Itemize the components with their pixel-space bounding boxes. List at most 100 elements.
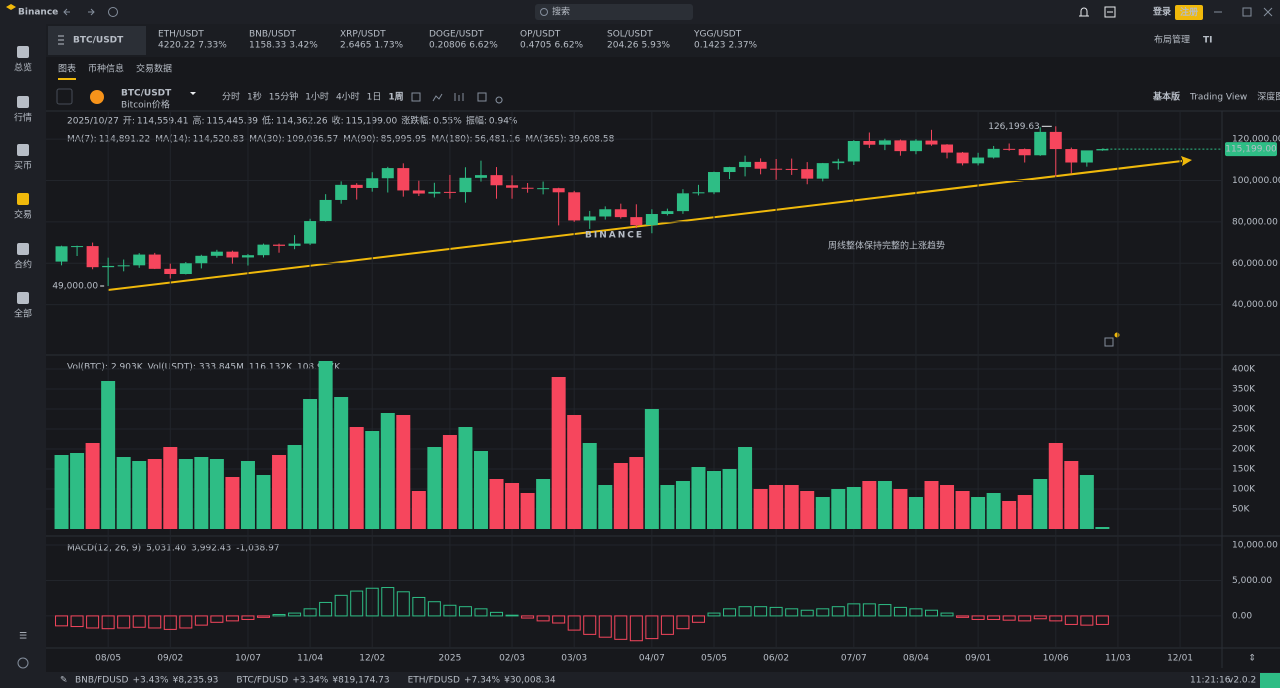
window-controls[interactable] bbox=[1214, 7, 1273, 17]
sidebar-icon[interactable] bbox=[17, 292, 29, 304]
tool-icon[interactable] bbox=[411, 92, 421, 102]
price-tick-label: 60,000.00 bbox=[1232, 259, 1278, 269]
candle-body bbox=[941, 144, 954, 153]
search-placeholder[interactable]: 搜索 bbox=[552, 6, 570, 18]
refresh-icon[interactable] bbox=[108, 7, 118, 17]
candle-body bbox=[288, 243, 301, 246]
macd-bar bbox=[365, 587, 379, 617]
ticker-pair[interactable]: OP/USDT bbox=[520, 30, 561, 40]
ticker-price: 204.26 bbox=[607, 41, 639, 51]
candle-body bbox=[521, 187, 534, 189]
x-tick-label: 09/02 bbox=[157, 654, 183, 664]
network-indicator bbox=[1260, 673, 1280, 688]
volume-bar bbox=[194, 457, 209, 529]
ticker-pair[interactable]: BNB/USDT bbox=[249, 30, 296, 40]
symbol[interactable]: BTC/USDT bbox=[121, 89, 172, 99]
macd-bar bbox=[940, 612, 954, 617]
bell-icon[interactable] bbox=[1079, 7, 1089, 17]
symbol-dropdown[interactable] bbox=[190, 92, 196, 95]
tab: 币种信息 bbox=[88, 63, 124, 75]
ticker-pair[interactable]: YGG/USDT bbox=[693, 30, 742, 40]
macd-bar bbox=[117, 615, 131, 629]
view-option[interactable]: Trading View bbox=[1189, 93, 1247, 103]
tool-icon[interactable] bbox=[454, 93, 464, 101]
layout-manager[interactable]: 布局管理 bbox=[1154, 34, 1190, 46]
sidebar-label[interactable]: 总览 bbox=[14, 62, 32, 74]
volume-bar bbox=[613, 463, 628, 529]
status-change: +7.34% bbox=[464, 676, 501, 686]
volume-bar bbox=[1095, 527, 1110, 529]
sidebar-icon[interactable] bbox=[17, 144, 29, 156]
sidebar-icon[interactable] bbox=[17, 46, 29, 58]
sidebar-icon[interactable] bbox=[17, 96, 29, 108]
info-label: 高: bbox=[192, 115, 204, 127]
ticker-price: 0.4705 bbox=[520, 41, 552, 51]
favorite-button[interactable] bbox=[56, 88, 73, 105]
volume-bar bbox=[908, 497, 923, 529]
axis-settings-icon[interactable]: ⇕ bbox=[1248, 654, 1256, 664]
info-value: 115,199.00 bbox=[346, 117, 398, 127]
volume-bar bbox=[924, 481, 939, 529]
candle-body bbox=[909, 140, 922, 152]
register-label[interactable]: 注册 bbox=[1180, 6, 1198, 18]
macd-bar bbox=[474, 608, 488, 617]
candle-body bbox=[956, 152, 969, 164]
candle-body bbox=[55, 246, 68, 262]
x-tick-label: 07/07 bbox=[841, 654, 867, 664]
message-icon[interactable] bbox=[1104, 6, 1116, 18]
tool-icon[interactable] bbox=[495, 96, 503, 104]
sidebar-icon[interactable] bbox=[17, 193, 29, 205]
macd-bar bbox=[319, 601, 333, 617]
volume-bar bbox=[753, 489, 768, 529]
tool-icon[interactable] bbox=[477, 92, 487, 102]
ti-button[interactable]: TI bbox=[1203, 36, 1213, 46]
candle-body bbox=[832, 161, 845, 164]
sidebar-label[interactable]: 全部 bbox=[14, 308, 32, 320]
sidebar-menu-icon[interactable]: ☰ bbox=[19, 632, 27, 642]
volume-bar bbox=[536, 479, 551, 529]
volume-bar bbox=[784, 485, 799, 529]
sidebar-label[interactable]: 交易 bbox=[14, 209, 32, 221]
sidebar-label[interactable]: 买币 bbox=[14, 161, 32, 172]
interval: 1周 bbox=[388, 92, 403, 103]
volume-bar bbox=[85, 443, 100, 529]
candle-body bbox=[148, 254, 161, 269]
sidebar-label[interactable]: 合约 bbox=[14, 259, 32, 271]
x-tick-label: 05/05 bbox=[701, 654, 727, 664]
tool-icon[interactable] bbox=[432, 93, 443, 102]
volume-bar bbox=[722, 469, 737, 529]
edit-icon[interactable]: ✎ bbox=[60, 676, 68, 686]
sidebar-label[interactable]: 行情 bbox=[14, 112, 32, 124]
view-option[interactable]: 深度图 bbox=[1257, 91, 1280, 103]
candle-body bbox=[723, 167, 736, 173]
login-button[interactable]: 登录 bbox=[1152, 6, 1171, 18]
candle-body bbox=[754, 161, 767, 169]
pair-tab[interactable]: BTC/USDT bbox=[73, 36, 124, 46]
ticker-pair[interactable]: SOL/USDT bbox=[607, 30, 653, 40]
vol-value: 333.845M bbox=[199, 363, 244, 373]
nav-arrows[interactable] bbox=[63, 8, 95, 16]
macd-bar bbox=[210, 615, 224, 623]
volume-bar bbox=[815, 497, 830, 529]
vol-label: Vol(USDT): bbox=[148, 363, 196, 373]
ticker-price: 2.6465 bbox=[340, 41, 372, 51]
ticker-pair[interactable]: XRP/USDT bbox=[340, 30, 386, 40]
info-label: 开: bbox=[123, 116, 135, 127]
alert-dot bbox=[1114, 332, 1120, 338]
view-option[interactable]: 基本版 bbox=[1152, 91, 1180, 103]
volume-bar bbox=[427, 447, 442, 529]
tool-icon[interactable] bbox=[1104, 337, 1114, 347]
candle-body bbox=[878, 140, 891, 145]
volume-bar bbox=[287, 445, 302, 529]
status-pair: BTC/FDUSD bbox=[236, 676, 288, 686]
ticker-pair[interactable]: DOGE/USDT bbox=[429, 30, 484, 40]
register-button[interactable] bbox=[1175, 5, 1203, 20]
macd-bar bbox=[1064, 615, 1078, 625]
active-pair-tab[interactable] bbox=[48, 26, 146, 55]
search-box[interactable] bbox=[535, 4, 693, 20]
sidebar-icon[interactable] bbox=[17, 243, 29, 255]
volume-bar bbox=[147, 459, 162, 529]
macd-bar bbox=[288, 612, 302, 617]
settings-icon[interactable] bbox=[17, 657, 29, 669]
ticker-pair[interactable]: ETH/USDT bbox=[158, 30, 204, 40]
